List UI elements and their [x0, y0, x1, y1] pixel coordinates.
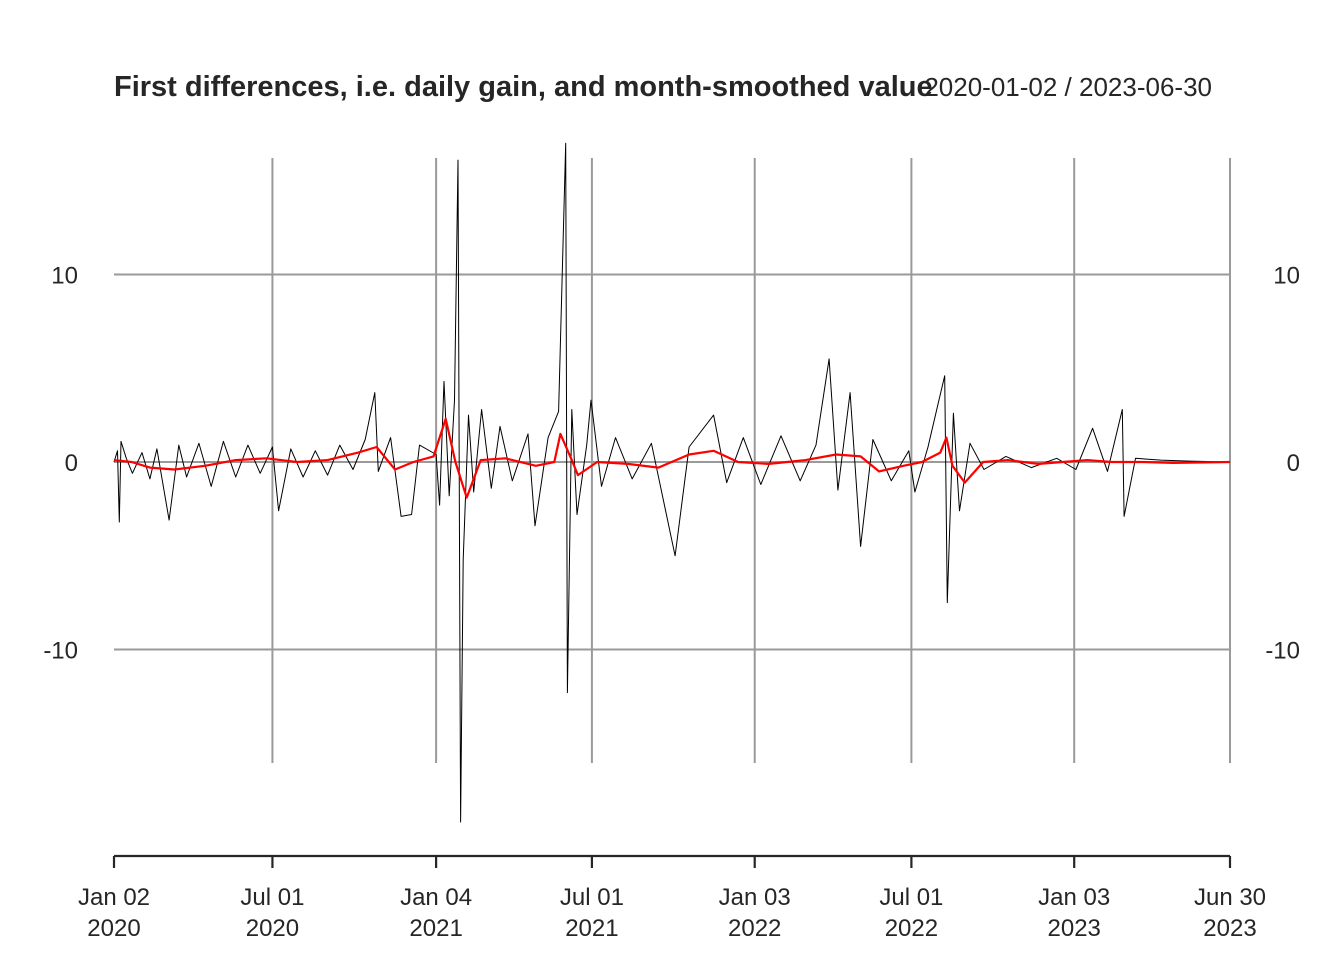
date-range-label: 2020-01-02 / 2023-06-30 [924, 72, 1212, 102]
x-tick-year-label-0: 2020 [87, 915, 140, 942]
series-layer [113, 142, 1231, 823]
y-tick-label-left-0: 10 [51, 263, 78, 290]
y-tick-label-right-1: 0 [1287, 450, 1300, 477]
series-smoothed-line [113, 417, 1231, 499]
y-tick-label-left-2: -10 [43, 638, 78, 665]
x-tick-label-2: Jan 04 [400, 884, 472, 911]
x-axis: Jan 02 2020 Jul 01 2020 Jan 04 2021 Jul 01 2021… [78, 854, 1266, 942]
chart-title: First differences, i.e. daily gain, and … [114, 71, 933, 103]
x-tick-year-label-1: 2020 [246, 915, 299, 942]
series-daily-gain-line [113, 142, 1231, 823]
y-tick-label-right-0: 10 [1273, 263, 1300, 290]
x-tick-label-6: Jan 03 [1038, 884, 1110, 911]
y-tick-label-right-2: -10 [1265, 638, 1300, 665]
x-tick-year-label-2: 2021 [409, 915, 462, 942]
x-tick-year-label-7: 2023 [1203, 915, 1256, 942]
x-tick-year-label-5: 2022 [885, 915, 938, 942]
x-tick-label-1: Jul 01 [240, 884, 304, 911]
x-tick-year-label-3: 2021 [565, 915, 618, 942]
x-tick-label-5: Jul 01 [879, 884, 943, 911]
x-tick-label-4: Jan 03 [719, 884, 791, 911]
x-tick-label-0: Jan 02 [78, 884, 150, 911]
x-tick-year-label-4: 2022 [728, 915, 781, 942]
y-tick-label-left-1: 0 [65, 450, 78, 477]
y-axis-right: 10 0 -10 [1265, 263, 1300, 665]
y-axis-left: 10 0 -10 [43, 263, 78, 665]
x-tick-year-label-6: 2023 [1048, 915, 1101, 942]
x-tick-label-7: Jun 30 [1194, 884, 1266, 911]
x-tick-label-3: Jul 01 [560, 884, 624, 911]
